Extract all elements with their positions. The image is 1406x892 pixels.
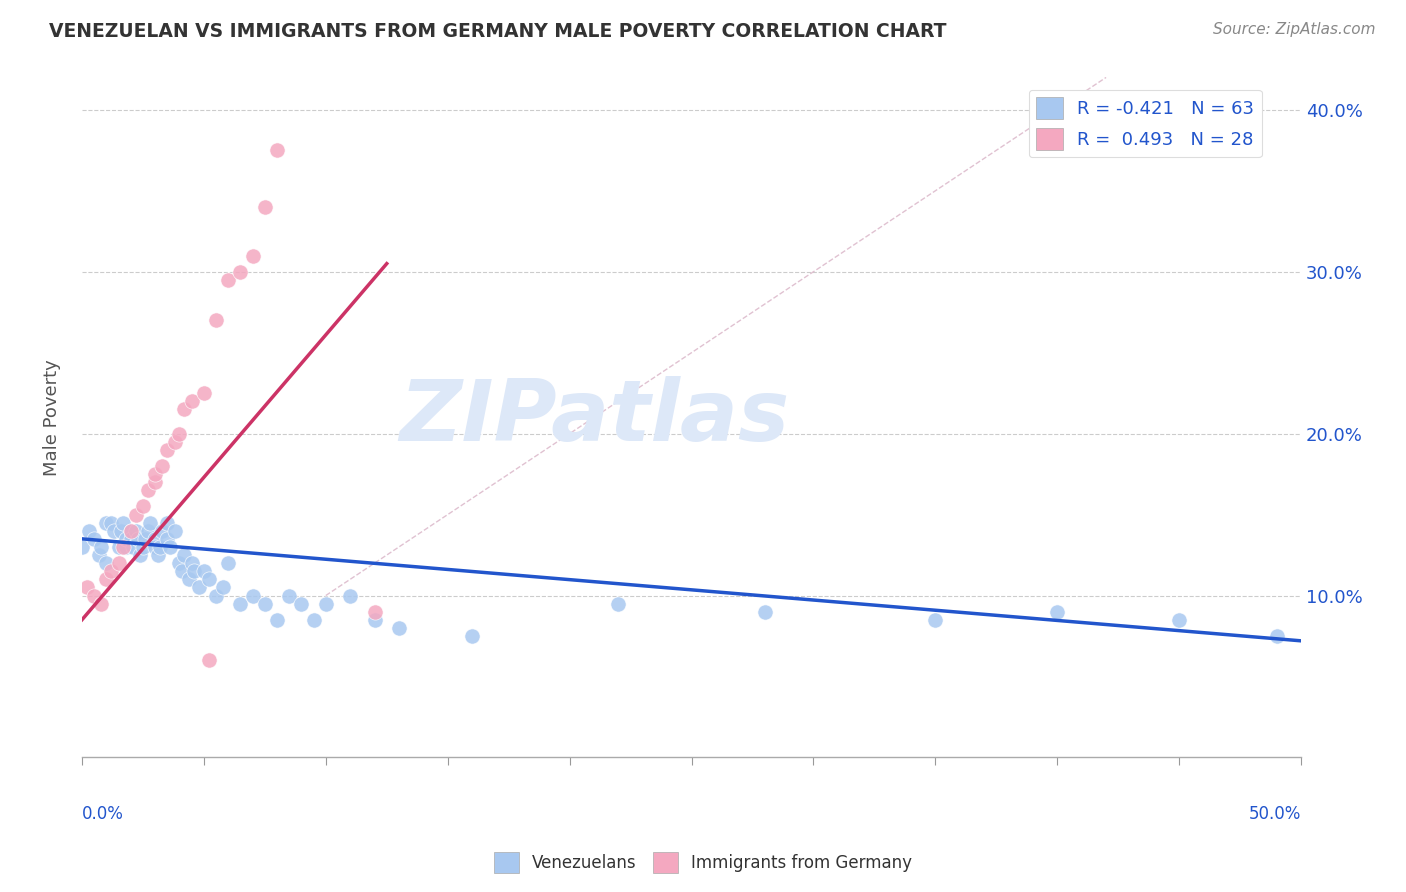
Point <box>188 581 211 595</box>
Point <box>1046 605 1069 619</box>
Point <box>143 467 166 481</box>
Point <box>132 540 155 554</box>
Point <box>96 516 118 530</box>
Point <box>143 532 166 546</box>
Point <box>1265 629 1288 643</box>
Point <box>290 597 312 611</box>
Point <box>152 458 174 473</box>
Point <box>120 524 142 538</box>
Point <box>388 621 411 635</box>
Point <box>134 532 156 546</box>
Point <box>100 516 122 530</box>
Point <box>205 589 228 603</box>
Point <box>143 540 166 554</box>
Point <box>136 524 159 538</box>
Point <box>124 508 146 522</box>
Point <box>159 540 181 554</box>
Point <box>363 605 385 619</box>
Point <box>339 589 361 603</box>
Point <box>139 516 162 530</box>
Point <box>100 564 122 578</box>
Point <box>112 516 135 530</box>
Point <box>129 548 152 562</box>
Point <box>90 597 112 611</box>
Point <box>132 500 155 514</box>
Point <box>170 564 193 578</box>
Point <box>90 540 112 554</box>
Point <box>193 564 215 578</box>
Point <box>143 475 166 490</box>
Point <box>127 532 149 546</box>
Point <box>924 613 946 627</box>
Point <box>173 402 195 417</box>
Point <box>83 589 105 603</box>
Point <box>110 524 132 538</box>
Point <box>115 532 138 546</box>
Point <box>179 572 201 586</box>
Point <box>76 581 98 595</box>
Point <box>115 540 138 554</box>
Point <box>217 273 239 287</box>
Point <box>163 434 186 449</box>
Point <box>103 524 125 538</box>
Point <box>1168 613 1191 627</box>
Point <box>212 581 235 595</box>
Point <box>152 524 174 538</box>
Point <box>146 548 169 562</box>
Point <box>156 532 179 546</box>
Point <box>120 532 142 546</box>
Point <box>83 532 105 546</box>
Point <box>107 540 129 554</box>
Point <box>266 143 288 157</box>
Point <box>197 572 219 586</box>
Text: 0.0%: 0.0% <box>82 805 124 823</box>
Point <box>253 200 276 214</box>
Point <box>149 540 172 554</box>
Point <box>302 613 325 627</box>
Point <box>112 540 135 554</box>
Point <box>120 524 142 538</box>
Point <box>229 597 252 611</box>
Point <box>278 589 301 603</box>
Point <box>96 556 118 570</box>
Point <box>173 548 195 562</box>
Point <box>169 556 191 570</box>
Point <box>607 597 630 611</box>
Y-axis label: Male Poverty: Male Poverty <box>44 359 60 475</box>
Point <box>205 313 228 327</box>
Point <box>180 394 202 409</box>
Point <box>163 524 186 538</box>
Point <box>96 572 118 586</box>
Point <box>136 483 159 498</box>
Point <box>315 597 337 611</box>
Point <box>156 516 179 530</box>
Point <box>180 556 202 570</box>
Point <box>253 597 276 611</box>
Point <box>70 540 93 554</box>
Point <box>183 564 205 578</box>
Point <box>197 653 219 667</box>
Point <box>217 556 239 570</box>
Point <box>107 556 129 570</box>
Point <box>169 426 191 441</box>
Point <box>242 248 264 262</box>
Text: ZIPatlas: ZIPatlas <box>399 376 789 458</box>
Point <box>124 524 146 538</box>
Point <box>754 605 776 619</box>
Point <box>266 613 288 627</box>
Point <box>122 540 145 554</box>
Point <box>77 524 100 538</box>
Legend: R = -0.421   N = 63, R =  0.493   N = 28: R = -0.421 N = 63, R = 0.493 N = 28 <box>1029 90 1261 157</box>
Point <box>193 386 215 401</box>
Legend: Venezuelans, Immigrants from Germany: Venezuelans, Immigrants from Germany <box>486 846 920 880</box>
Point <box>363 613 385 627</box>
Point <box>242 589 264 603</box>
Text: VENEZUELAN VS IMMIGRANTS FROM GERMANY MALE POVERTY CORRELATION CHART: VENEZUELAN VS IMMIGRANTS FROM GERMANY MA… <box>49 22 946 41</box>
Text: Source: ZipAtlas.com: Source: ZipAtlas.com <box>1212 22 1375 37</box>
Point <box>229 265 252 279</box>
Point <box>87 548 110 562</box>
Text: 50.0%: 50.0% <box>1249 805 1301 823</box>
Point <box>156 442 179 457</box>
Point <box>461 629 484 643</box>
